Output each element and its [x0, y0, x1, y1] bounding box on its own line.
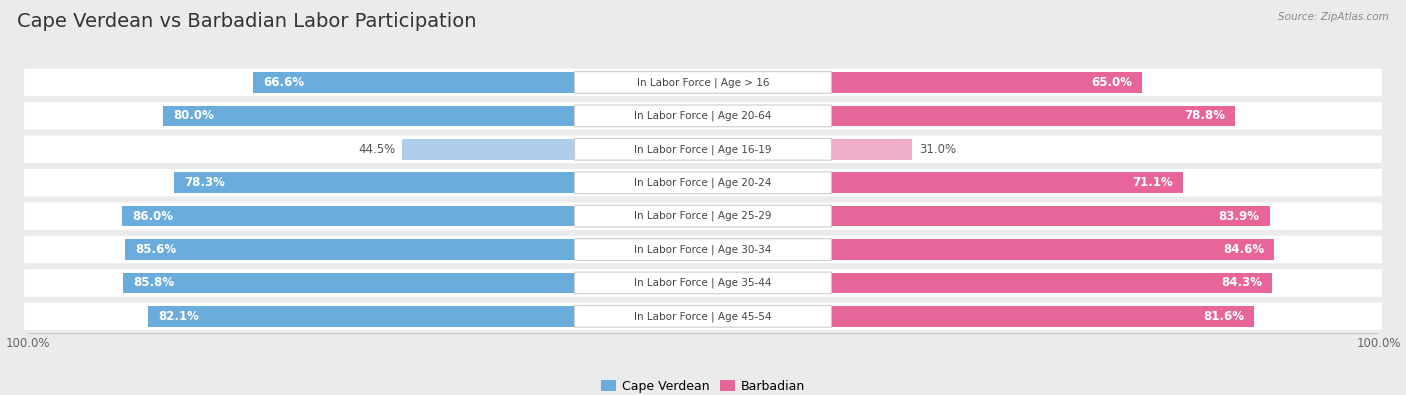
- Text: In Labor Force | Age 16-19: In Labor Force | Age 16-19: [634, 144, 772, 154]
- FancyBboxPatch shape: [575, 138, 831, 160]
- Bar: [703, 273, 1272, 293]
- Text: In Labor Force | Age > 16: In Labor Force | Age > 16: [637, 77, 769, 88]
- Text: In Labor Force | Age 20-64: In Labor Force | Age 20-64: [634, 111, 772, 121]
- Text: In Labor Force | Age 20-24: In Labor Force | Age 20-24: [634, 177, 772, 188]
- Text: 83.9%: 83.9%: [1219, 210, 1260, 223]
- Legend: Cape Verdean, Barbadian: Cape Verdean, Barbadian: [596, 375, 810, 395]
- FancyBboxPatch shape: [24, 269, 1382, 297]
- Bar: [149, 306, 703, 327]
- Text: 85.8%: 85.8%: [134, 276, 174, 290]
- Text: 65.0%: 65.0%: [1091, 76, 1132, 89]
- Text: Source: ZipAtlas.com: Source: ZipAtlas.com: [1278, 12, 1389, 22]
- FancyBboxPatch shape: [24, 202, 1382, 230]
- Bar: [703, 72, 1142, 93]
- Text: 81.6%: 81.6%: [1204, 310, 1244, 323]
- Bar: [253, 72, 703, 93]
- Bar: [703, 206, 1270, 226]
- Bar: [124, 273, 703, 293]
- FancyBboxPatch shape: [575, 172, 831, 194]
- FancyBboxPatch shape: [24, 102, 1382, 130]
- Text: 84.3%: 84.3%: [1222, 276, 1263, 290]
- Text: 85.6%: 85.6%: [135, 243, 176, 256]
- FancyBboxPatch shape: [24, 135, 1382, 163]
- Bar: [174, 172, 703, 193]
- Text: 66.6%: 66.6%: [263, 76, 305, 89]
- Text: In Labor Force | Age 35-44: In Labor Force | Age 35-44: [634, 278, 772, 288]
- Text: 44.5%: 44.5%: [359, 143, 395, 156]
- Bar: [122, 206, 703, 226]
- Bar: [703, 139, 912, 160]
- Bar: [125, 239, 703, 260]
- FancyBboxPatch shape: [575, 205, 831, 227]
- Text: 84.6%: 84.6%: [1223, 243, 1264, 256]
- Text: 82.1%: 82.1%: [159, 310, 200, 323]
- Text: 86.0%: 86.0%: [132, 210, 173, 223]
- FancyBboxPatch shape: [24, 69, 1382, 96]
- Text: In Labor Force | Age 30-34: In Labor Force | Age 30-34: [634, 244, 772, 255]
- FancyBboxPatch shape: [575, 105, 831, 127]
- FancyBboxPatch shape: [24, 303, 1382, 330]
- Text: 100.0%: 100.0%: [6, 337, 49, 350]
- FancyBboxPatch shape: [575, 71, 831, 93]
- Bar: [703, 105, 1236, 126]
- Bar: [703, 172, 1184, 193]
- FancyBboxPatch shape: [24, 169, 1382, 196]
- Text: 78.8%: 78.8%: [1184, 109, 1225, 122]
- Text: 78.3%: 78.3%: [184, 176, 225, 189]
- FancyBboxPatch shape: [575, 272, 831, 294]
- Bar: [703, 239, 1274, 260]
- Text: 80.0%: 80.0%: [173, 109, 214, 122]
- Bar: [402, 139, 703, 160]
- Text: In Labor Force | Age 25-29: In Labor Force | Age 25-29: [634, 211, 772, 221]
- Text: 71.1%: 71.1%: [1132, 176, 1173, 189]
- FancyBboxPatch shape: [575, 239, 831, 260]
- Bar: [163, 105, 703, 126]
- FancyBboxPatch shape: [575, 305, 831, 327]
- Text: 100.0%: 100.0%: [1357, 337, 1400, 350]
- FancyBboxPatch shape: [24, 236, 1382, 263]
- Text: Cape Verdean vs Barbadian Labor Participation: Cape Verdean vs Barbadian Labor Particip…: [17, 12, 477, 31]
- Text: In Labor Force | Age 45-54: In Labor Force | Age 45-54: [634, 311, 772, 322]
- Bar: [703, 306, 1254, 327]
- Text: 31.0%: 31.0%: [920, 143, 956, 156]
